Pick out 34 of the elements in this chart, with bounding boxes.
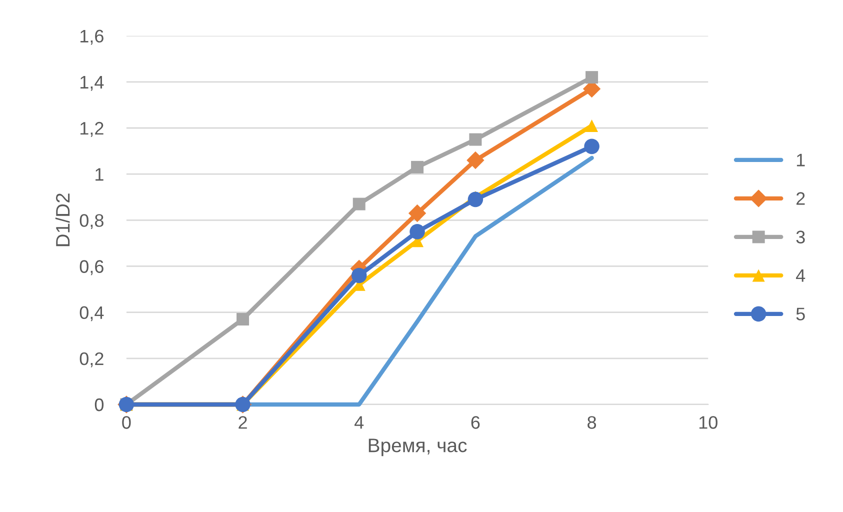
point bbox=[236, 312, 250, 326]
y-tick-label: 1,6 bbox=[80, 30, 104, 45]
y-tick-label: 1,4 bbox=[80, 76, 104, 91]
y-tick-label: 0,2 bbox=[80, 352, 104, 368]
point bbox=[410, 224, 425, 240]
legend-label: 4 bbox=[796, 269, 806, 282]
point bbox=[351, 268, 367, 284]
point bbox=[352, 198, 366, 210]
x-tick-label: 4 bbox=[354, 416, 364, 429]
x-tick-label: 10 bbox=[699, 416, 718, 429]
legend-label: 1 bbox=[796, 154, 805, 166]
legend-label: 5 bbox=[796, 308, 805, 320]
y-tick-label: 0,8 bbox=[80, 214, 104, 230]
legend-label: 2 bbox=[796, 192, 805, 205]
y-axis-title: D1/D2 bbox=[55, 194, 70, 246]
point bbox=[586, 119, 598, 132]
y-tick-label: 0,6 bbox=[80, 260, 104, 276]
point bbox=[469, 133, 482, 146]
x-tick-label: 6 bbox=[471, 416, 480, 429]
point bbox=[584, 138, 600, 154]
x-tick-label: 8 bbox=[588, 416, 596, 429]
y-tick-label: 1,2 bbox=[80, 122, 104, 137]
y-tick-label: 0,4 bbox=[80, 306, 104, 322]
point bbox=[466, 151, 484, 170]
point bbox=[411, 160, 424, 174]
point bbox=[468, 192, 484, 208]
x-axis-title: Время, час bbox=[368, 438, 467, 456]
x-tick-label: 2 bbox=[238, 416, 247, 429]
y-tick-label: 0 bbox=[94, 398, 104, 412]
point bbox=[586, 71, 598, 84]
point bbox=[408, 204, 426, 222]
x-tick-label: 0 bbox=[122, 416, 131, 429]
y-tick-label: 1 bbox=[96, 168, 104, 181]
legend-label: 3 bbox=[796, 230, 805, 244]
